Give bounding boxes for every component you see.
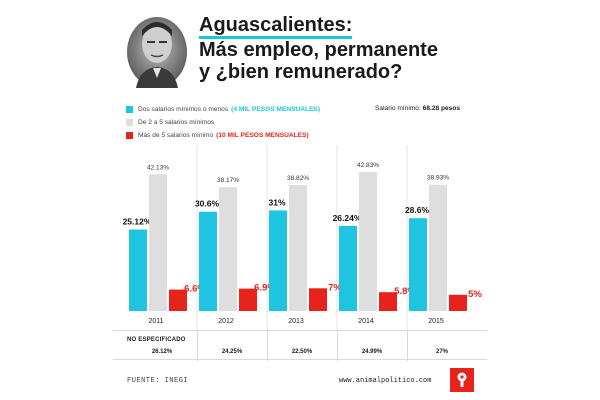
bar <box>449 294 467 311</box>
data-label: 6.9% <box>254 283 276 294</box>
data-label: 5% <box>468 289 482 300</box>
headline-line-3: y ¿bien remunerado? <box>199 61 403 83</box>
column-divider <box>407 331 408 361</box>
data-label: 28.6% <box>405 205 430 215</box>
bar <box>339 225 357 311</box>
site-link[interactable]: www.animalpolitico.com <box>339 377 432 385</box>
legend-swatch <box>126 132 133 139</box>
headline: Aguascalientes: Más empleo, permanente y… <box>199 14 484 83</box>
minimum-wage-value: 68.28 pesos <box>422 105 461 112</box>
not-specified-value: 22.50% <box>291 349 313 355</box>
x-tick-label: 2015 <box>428 318 444 325</box>
column-divider <box>197 331 198 361</box>
x-tick-label: 2012 <box>218 318 234 325</box>
x-tick-label: 2014 <box>358 318 374 325</box>
data-label: 7% <box>328 282 342 293</box>
data-label: 38.17% <box>217 177 239 184</box>
legend-label: De 2 a 5 salarios mínimos <box>138 119 215 126</box>
bar <box>409 218 427 311</box>
not-specified-value: 26.12% <box>151 349 173 355</box>
data-label: 5.8% <box>394 286 416 297</box>
bar-chart: 25.12% 42.13% 6.6% 2011 30.6% 38.17% 6.9% 2012 3… <box>123 145 482 330</box>
headline-line-1: Aguascalientes: <box>199 14 353 39</box>
legend-label: Dos salarios mínimos o menos <box>138 106 229 113</box>
bar <box>129 229 147 311</box>
legend-item: Dos salarios mínimos o menos (4 MIL PESO… <box>126 103 320 116</box>
infographic-card: Aguascalientes: Más empleo, permanente y… <box>113 0 487 400</box>
data-label: 42.13% <box>147 164 169 171</box>
legend-item: Más de 5 salarios mínimo (10 MIL PESOS M… <box>126 129 320 142</box>
bar <box>429 184 447 311</box>
bar <box>359 172 377 311</box>
bar <box>169 289 187 311</box>
bar <box>269 210 287 311</box>
x-tick-label: 2011 <box>148 318 163 325</box>
legend-swatch <box>126 106 133 113</box>
data-label: 31% <box>268 197 285 207</box>
bar <box>309 288 327 311</box>
animal-politico-logo-icon <box>450 368 474 392</box>
column-divider <box>337 331 338 361</box>
column-divider <box>267 331 268 361</box>
headline-line-2: Más empleo, permanente <box>199 39 438 61</box>
bar <box>219 187 237 311</box>
data-label: 42.83% <box>357 162 379 169</box>
minimum-wage-label: Salario mínimo: <box>375 105 421 112</box>
data-label: 38.93% <box>427 175 449 182</box>
not-specified-value: 27% <box>435 349 448 355</box>
legend-emphasis: (4 MIL PESOS MENSUALES) <box>231 106 321 113</box>
bar <box>199 211 217 311</box>
bar <box>379 292 397 311</box>
x-tick-label: 2013 <box>288 318 304 325</box>
legend-swatch <box>126 119 133 126</box>
bar <box>239 288 257 311</box>
legend-emphasis: (10 MIL PESOS MENSUALES) <box>216 132 309 139</box>
minimum-wage-note: Salario mínimo: 68.28 pesos <box>375 105 460 112</box>
data-label: 6.6% <box>184 284 206 295</box>
portrait-photo <box>127 17 187 88</box>
not-specified-value: 24.25% <box>221 349 243 355</box>
data-label: 38.82% <box>287 175 309 182</box>
legend-label: Más de 5 salarios mínimo <box>138 132 214 139</box>
bar <box>149 174 167 311</box>
not-specified-row: NO ESPECIFICADO 26.12% 24.25% 22.50% 24.… <box>113 330 487 361</box>
not-specified-value: 24.99% <box>361 349 383 355</box>
data-label: 25.12% <box>123 216 152 226</box>
legend-item: De 2 a 5 salarios mínimos <box>126 116 320 129</box>
data-label: 30.6% <box>195 199 220 209</box>
data-label: 26.24% <box>333 213 362 223</box>
legend: Dos salarios mínimos o menos (4 MIL PESO… <box>126 103 320 142</box>
source-note: FUENTE: INEGI <box>127 377 189 385</box>
not-specified-label: NO ESPECIFICADO <box>127 337 186 343</box>
bar <box>289 185 307 311</box>
